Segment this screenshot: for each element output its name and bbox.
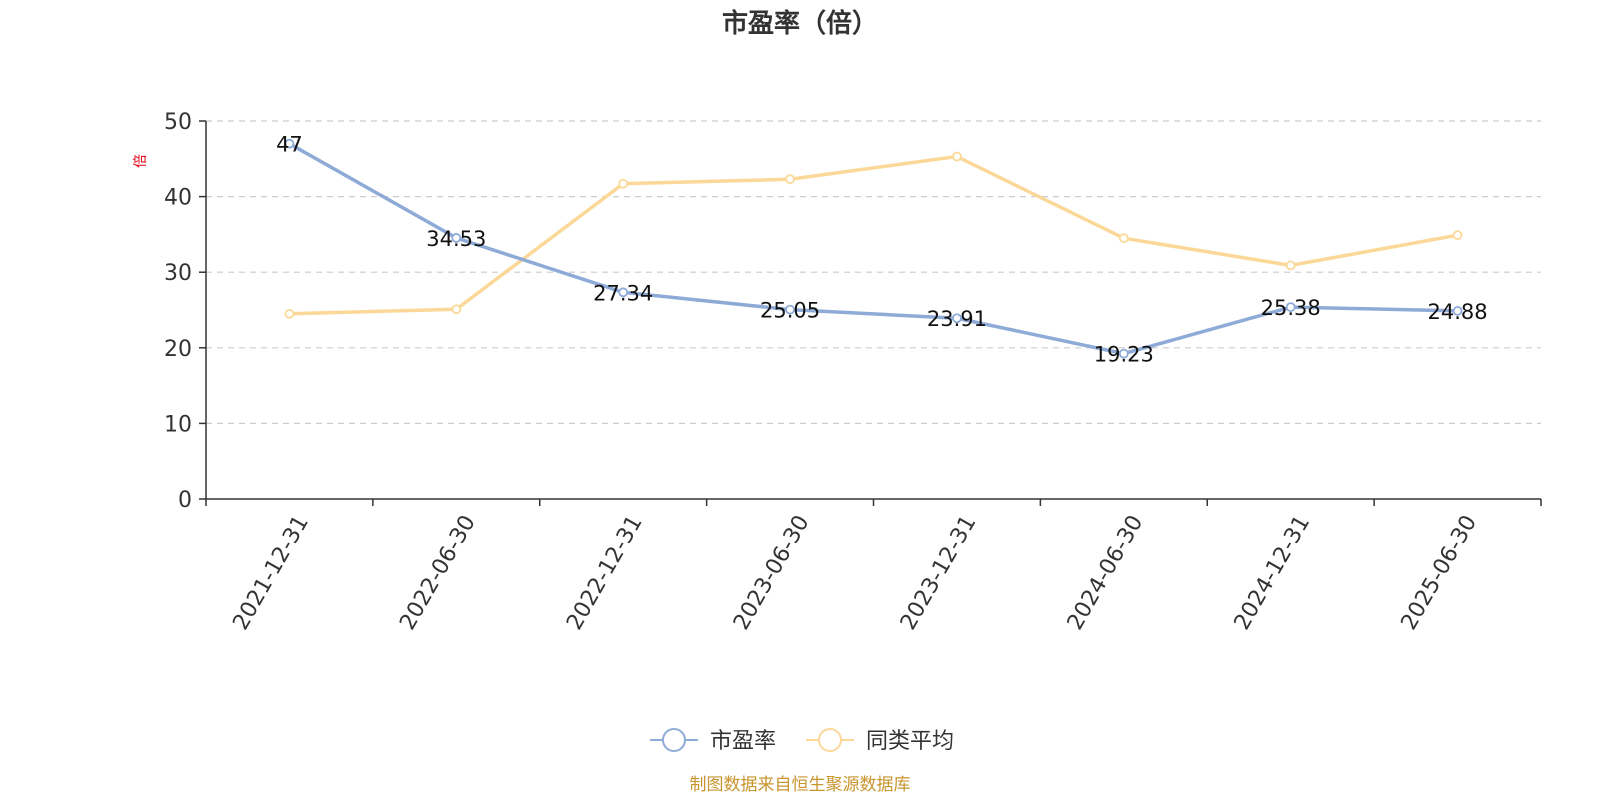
legend[interactable]: 市盈率 同类平均 — [650, 728, 954, 754]
series-0-point — [1452, 306, 1463, 316]
series-line-1 — [287, 154, 1460, 316]
x-tick-label: 2023-06-30 — [729, 511, 815, 634]
x-tick-label: 2022-06-30 — [395, 511, 481, 634]
y-axis-unit-label: 倍 — [133, 154, 149, 168]
series-0-point — [1118, 348, 1129, 359]
source-note: 制图数据来自恒生聚源数据库 — [690, 775, 911, 795]
legend-item-1[interactable]: 同类平均 — [806, 728, 954, 754]
data-label: 25.05 — [760, 299, 820, 323]
data-label: 19.23 — [1094, 343, 1154, 367]
data-label: 24.88 — [1428, 300, 1488, 324]
series-1-point — [1118, 233, 1129, 244]
y-tick-label: 0 — [178, 488, 192, 513]
y-axis-ticks: 0 10 20 30 40 50 — [164, 110, 206, 513]
legend-label: 市盈率 — [710, 729, 776, 754]
series-1-point — [618, 178, 629, 189]
series-lines — [284, 138, 1463, 359]
series-0-point — [451, 233, 462, 243]
data-label: 34.53 — [426, 227, 486, 251]
series-1-point — [785, 174, 795, 185]
x-tick-label: 2024-06-30 — [1063, 511, 1149, 634]
series-0-point — [1285, 302, 1296, 313]
y-tick-label: 50 — [164, 110, 192, 135]
series-1-point — [952, 151, 962, 162]
legend-circle-icon — [818, 728, 842, 752]
series-1-point — [451, 304, 462, 315]
y-tick-label: 30 — [164, 261, 192, 286]
data-label: 25.38 — [1261, 296, 1321, 320]
series-0-point — [952, 313, 962, 324]
series-line-0 — [287, 141, 1460, 356]
x-tick-label: 2025-06-30 — [1397, 511, 1483, 634]
data-label: 23.91 — [927, 307, 987, 331]
x-tick-label: 2023-12-31 — [896, 511, 982, 634]
series-0-point — [618, 287, 629, 298]
data-label: 27.34 — [593, 281, 653, 305]
series-1-point — [1452, 230, 1463, 241]
data-labels: 47 34.53 27.34 25.05 23.91 19.23 25.38 24.88 — [276, 133, 1488, 367]
x-axis-ticks: 2021-12-31 2022-06-30 2022-12-31 2023-06-30… — [205, 499, 1542, 634]
series-0-point — [785, 304, 795, 315]
data-label: 47 — [276, 133, 303, 157]
legend-label: 同类平均 — [866, 729, 954, 754]
series-0-point — [284, 138, 295, 149]
y-tick-label: 20 — [164, 337, 192, 362]
x-tick-label: 2021-12-31 — [228, 511, 314, 634]
grid-lines — [206, 120, 1541, 424]
y-tick-label: 10 — [164, 412, 192, 437]
y-tick-label: 40 — [164, 186, 192, 211]
legend-item-0[interactable]: 市盈率 — [650, 728, 776, 754]
legend-circle-icon — [662, 728, 686, 752]
x-tick-label: 2022-12-31 — [562, 511, 648, 634]
x-tick-label: 2024-12-31 — [1230, 511, 1316, 634]
series-1-point — [1285, 260, 1296, 271]
series-1-point — [284, 308, 295, 319]
chart-title: 市盈率（倍） — [722, 8, 878, 39]
